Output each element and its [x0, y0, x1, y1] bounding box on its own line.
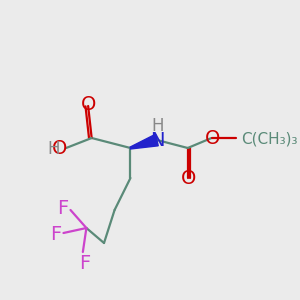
Text: O: O [52, 140, 67, 158]
Polygon shape [130, 134, 158, 149]
Text: O: O [205, 130, 220, 148]
Text: N: N [151, 131, 165, 151]
Text: H: H [47, 140, 60, 158]
Text: O: O [181, 169, 196, 188]
Text: H: H [152, 117, 164, 135]
Text: F: F [79, 254, 90, 273]
Text: C(CH₃)₃: C(CH₃)₃ [241, 131, 297, 146]
Text: F: F [58, 200, 69, 218]
Text: F: F [50, 224, 62, 244]
Text: O: O [81, 95, 97, 115]
